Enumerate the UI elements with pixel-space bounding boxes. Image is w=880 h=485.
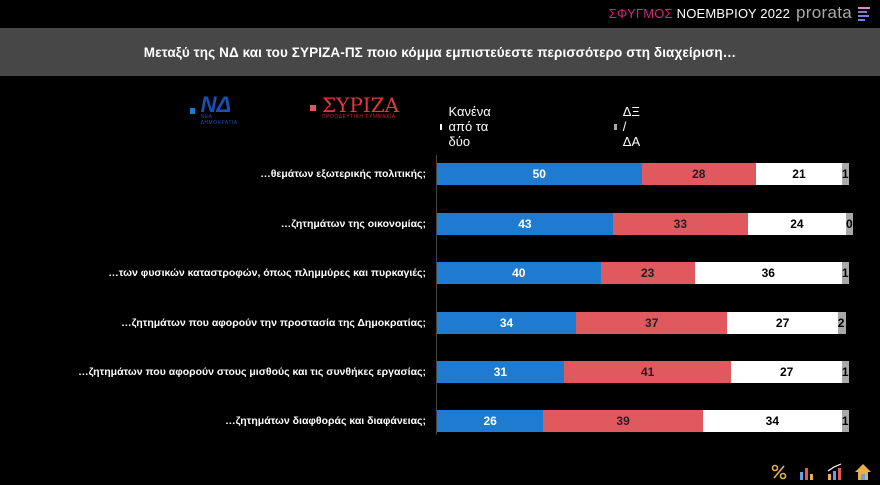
bar-segment-dk: 0 [845,213,853,235]
header: ΣΦΥΓΜΟΣ ΝΟΕΜΒΡΙΟΥ 2022 prorata [609,2,870,24]
bar-row: 31 41 27 1 [437,361,849,383]
brand-mark-icon [858,5,870,21]
bar-segment-nd: 50 [437,163,642,185]
legend-item-none: Κανένα από τα δύο [440,104,494,149]
legend-label-dk: ΔΞ / ΔΑ [622,104,641,149]
bar-segment-sy: 41 [563,361,732,383]
nd-logo-sub: ΝΕΑ ΔΗΜΟΚΡΑΤΙΑ [200,114,238,126]
bar-segment-nd: 34 [437,312,577,334]
chart-title: Μεταξύ της ΝΔ και του ΣΥΡΙΖΑ-ΠΣ ποιο κόμ… [143,44,737,60]
brand-logo: prorata [796,3,852,22]
legend-swatch-dk [614,123,617,130]
bar-segment-nd: 43 [437,213,613,235]
bar-segment-none: 36 [694,262,842,284]
row-label: …ζητημάτων της οικονομίας; [280,218,426,230]
bar-segment-nd: 26 [437,410,544,432]
nd-logo-text: ΝΔ [200,92,232,117]
title-band: Μεταξύ της ΝΔ και του ΣΥΡΙΖΑ-ΠΣ ποιο κόμ… [0,28,880,76]
bar-segment-none: 34 [702,410,842,432]
nd-logo: ΝΔ ΝΕΑ ΔΗΜΟΚΡΑΤΙΑ [200,94,239,127]
row-label: …ζητημάτων που αφορούν στους μισθούς και… [78,366,426,378]
home-icon [855,464,871,480]
bar-segment-sy: 23 [600,262,695,284]
bar-segment-dk: 1 [841,163,849,185]
bar-segment-none: 27 [727,312,838,334]
bar-row: 50 28 21 1 [437,163,849,185]
survey-title: ΣΦΥΓΜΟΣ ΝΟΕΜΒΡΙΟΥ 2022 [609,6,790,21]
legend-label-none: Κανένα από τα δύο [448,104,491,149]
legend-item-dk: ΔΞ / ΔΑ [614,104,643,149]
row-label: …θεμάτων εξωτερικής πολιτικής; [260,168,426,180]
bar-segment-nd: 40 [437,262,601,284]
bar-segment-dk: 1 [841,410,849,432]
legend-swatch-syriza [310,105,316,111]
row-label: …ζητημάτων διαφθοράς και διαφάνειας; [225,415,426,427]
legend-item-syriza: ΣΥΡΙΖΑ ΠΡΟΟΔΕΥΤΙΚΗ ΣΥΜΜΑΧΙΑ [310,93,400,120]
bar-row: 43 33 24 0 [437,213,853,235]
bar-segment-sy: 33 [612,213,748,235]
chart-axis [436,155,437,435]
syriza-logo-text: ΣΥΡΙΖΑ [322,93,400,117]
bar-segment-sy: 28 [641,163,757,185]
survey-name: ΣΦΥΓΜΟΣ [608,5,673,21]
footer-icons [770,463,872,481]
legend-swatch-none [440,123,443,130]
syriza-logo: ΣΥΡΙΖΑ ΠΡΟΟΔΕΥΤΙΚΗ ΣΥΜΜΑΧΙΑ [322,93,400,120]
bar-segment-sy: 39 [543,410,703,432]
survey-date: ΝΟΕΜΒΡΙΟΥ 2022 [672,5,791,21]
row-label: …των φυσικών καταστροφών, όπως πλημμύρες… [108,267,426,279]
bar-segment-dk: 1 [841,361,849,383]
bar-segment-none: 27 [731,361,842,383]
legend-item-nd: ΝΔ ΝΕΑ ΔΗΜΟΚΡΑΤΙΑ [190,94,239,127]
bar-row: 40 23 36 1 [437,262,849,284]
bar-chart-icon [800,468,813,480]
trend-chart-icon [827,463,842,480]
percent-icon [771,464,787,480]
bar-segment-none: 24 [747,213,846,235]
syriza-logo-sub: ΠΡΟΟΔΕΥΤΙΚΗ ΣΥΜΜΑΧΙΑ [322,114,396,120]
bar-segment-nd: 31 [437,361,564,383]
bar-segment-dk: 2 [837,312,846,334]
bar-row: 34 37 27 2 [437,312,846,334]
bar-row: 26 39 34 1 [437,410,849,432]
bar-segment-none: 21 [756,163,842,185]
bar-segment-dk: 1 [841,262,849,284]
bar-segment-sy: 37 [576,312,728,334]
row-label: …ζητημάτων που αφορούν την προστασία της… [121,317,426,329]
legend-swatch-nd [190,108,195,114]
